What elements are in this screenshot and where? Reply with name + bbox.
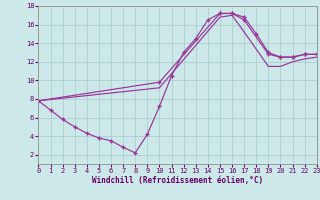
X-axis label: Windchill (Refroidissement éolien,°C): Windchill (Refroidissement éolien,°C) [92,176,263,185]
